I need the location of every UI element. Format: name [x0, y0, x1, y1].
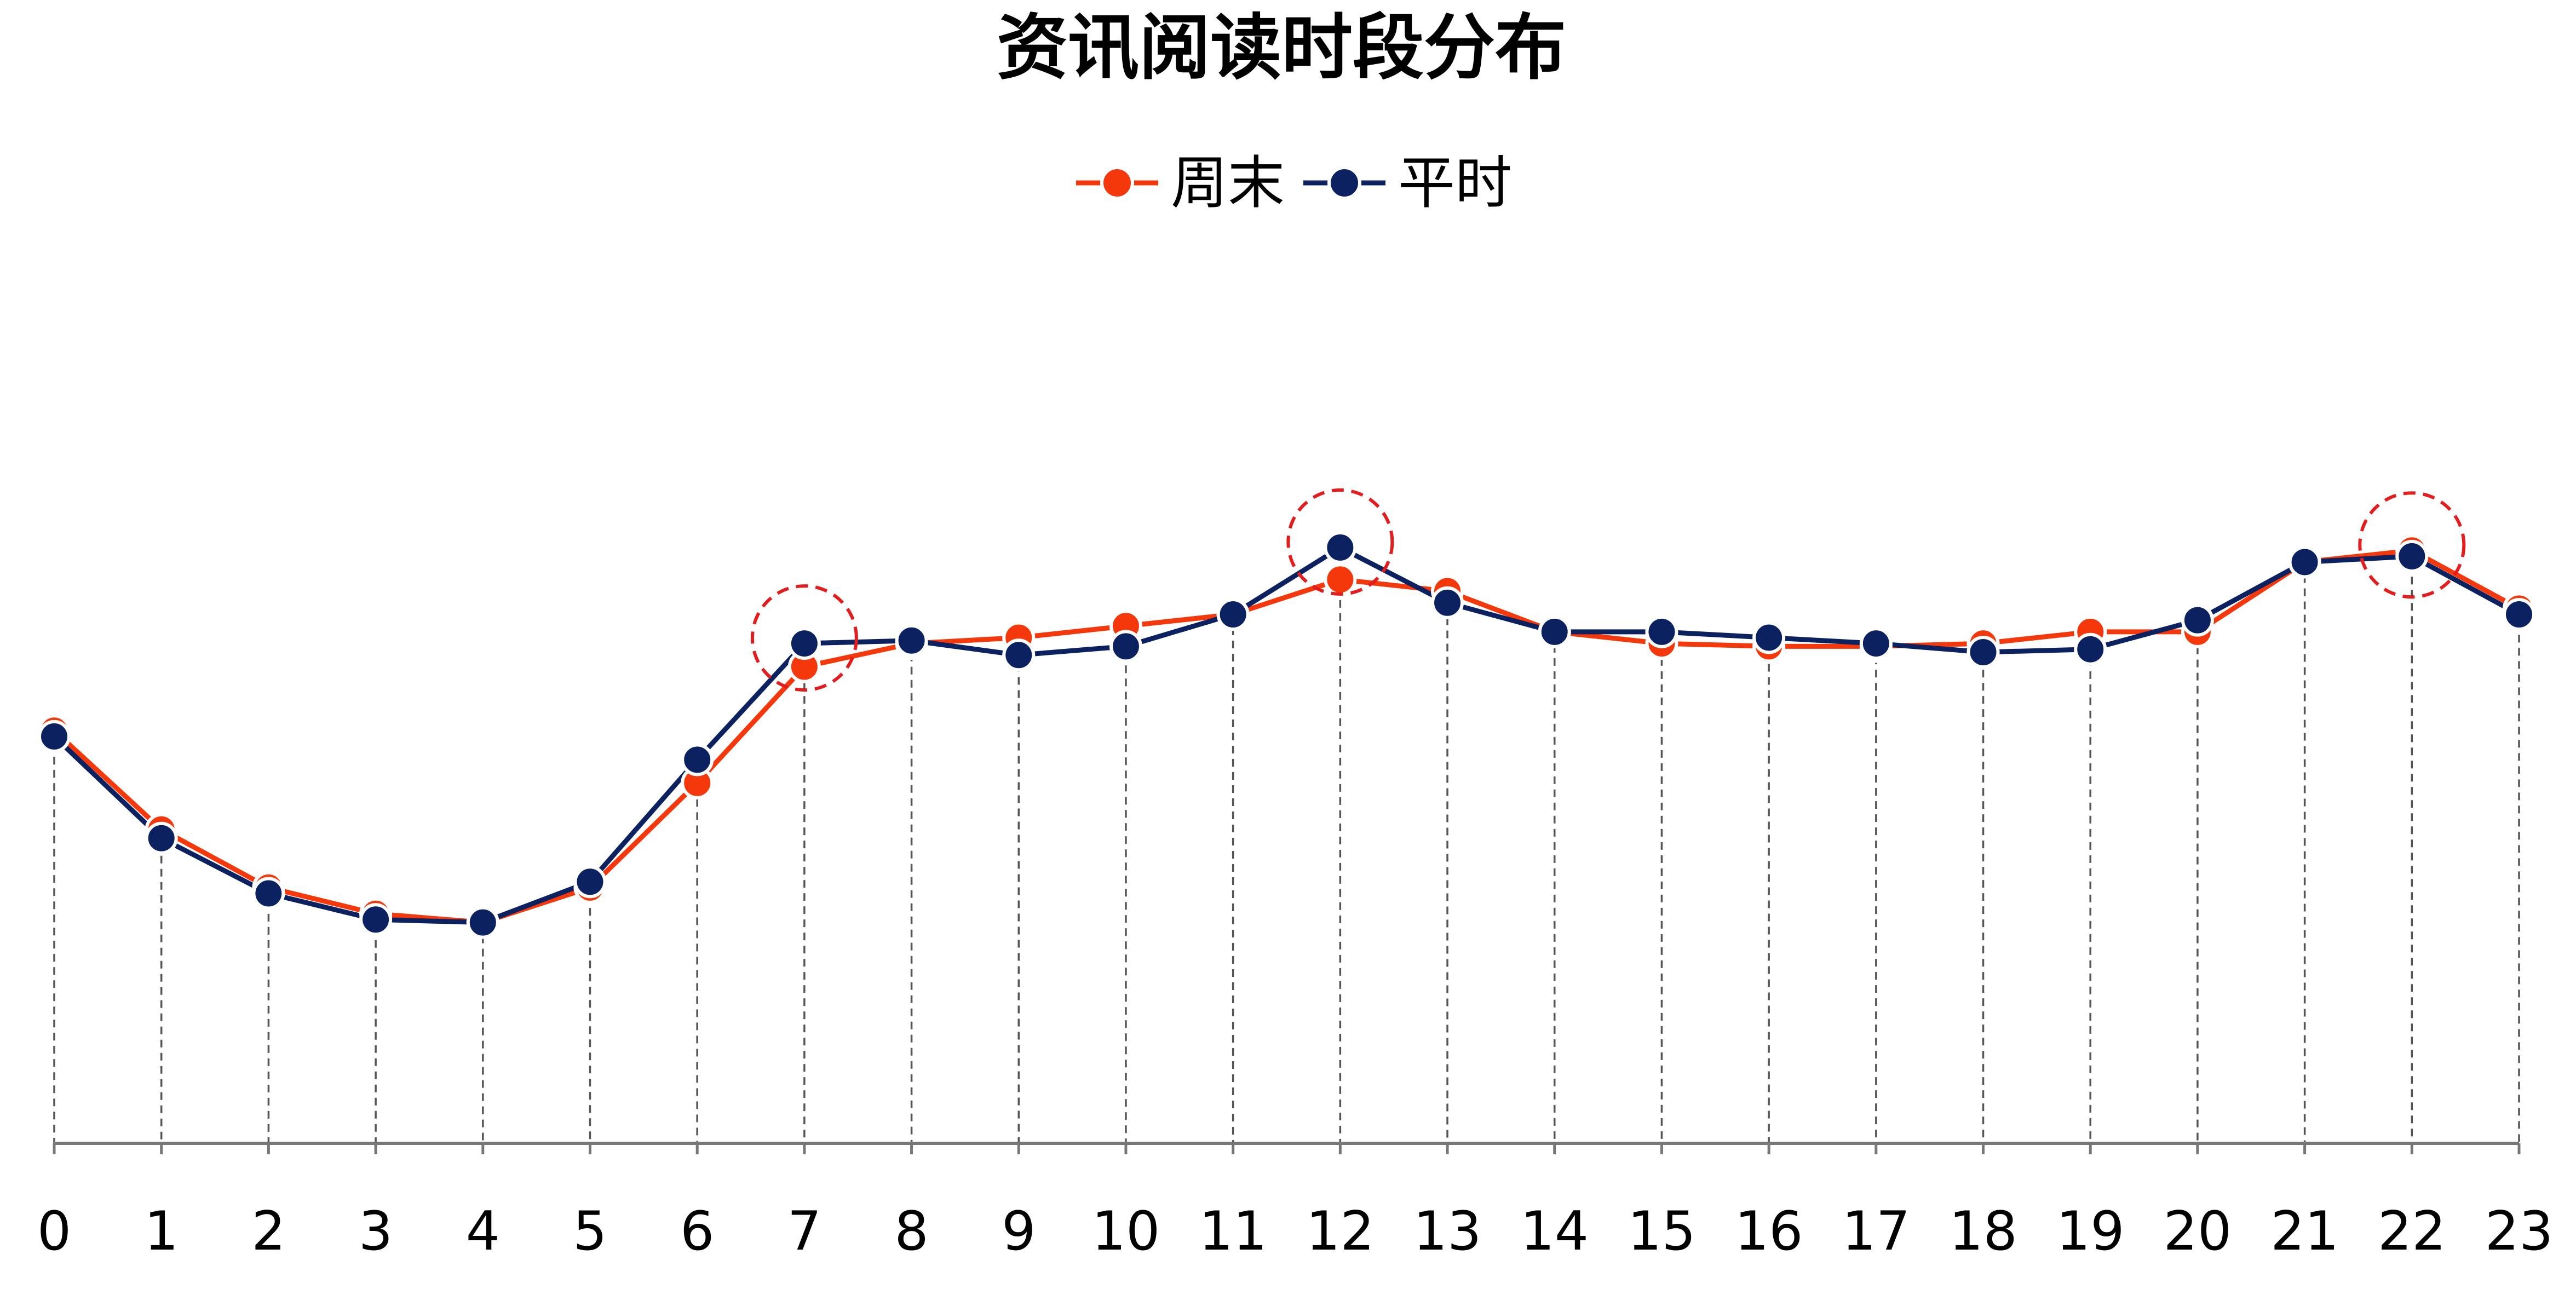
- point-series1-4: [466, 906, 499, 939]
- point-series0-12: [1324, 563, 1357, 596]
- x-tick-label-13: 13: [1413, 1200, 1482, 1263]
- point-series1-20: [2181, 603, 2214, 637]
- x-tick-label-9: 9: [1002, 1200, 1036, 1263]
- highlight-circles: [750, 488, 2466, 692]
- x-axis-ticks: [53, 1143, 2521, 1154]
- x-tick-label-14: 14: [1520, 1200, 1589, 1263]
- point-series1-5: [573, 865, 607, 899]
- series-points: [38, 531, 2535, 939]
- x-tick-label-15: 15: [1628, 1200, 1696, 1263]
- point-series1-19: [2074, 632, 2107, 666]
- legend-marker-weekday: [1327, 166, 1361, 200]
- series-line-0: [51, 548, 2522, 925]
- legend-marker-weekend: [1100, 166, 1134, 200]
- point-series1-2: [252, 877, 285, 910]
- highlight-circle-7: [750, 584, 858, 692]
- x-tick-label-12: 12: [1306, 1200, 1375, 1263]
- point-series1-12: [1324, 531, 1357, 564]
- x-tick-label-21: 21: [2270, 1200, 2339, 1263]
- x-tick-label-7: 7: [787, 1200, 821, 1263]
- legend-label-weekend: 周末: [1171, 149, 1285, 216]
- point-series1-6: [681, 743, 714, 776]
- series-lines: [51, 545, 2522, 925]
- point-series1-7: [787, 627, 821, 660]
- point-series1-0: [38, 720, 71, 753]
- point-series1-16: [1752, 621, 1786, 654]
- x-tick-label-11: 11: [1199, 1200, 1267, 1263]
- x-tick-label-23: 23: [2485, 1200, 2554, 1263]
- series-line-1: [51, 545, 2522, 925]
- point-series1-23: [2503, 598, 2535, 631]
- point-series1-3: [359, 903, 393, 936]
- x-tick-label-1: 1: [145, 1200, 179, 1263]
- point-series1-1: [145, 821, 178, 855]
- x-tick-label-17: 17: [1842, 1200, 1910, 1263]
- legend-label-weekday: 平时: [1398, 149, 1512, 216]
- point-series1-22: [2395, 539, 2429, 573]
- x-axis-tick-labels: 0 1 2 3 4 5 6 7 8 9 10 11 12 13 14 15 16 17 18 19 20 21 22 23: [37, 1200, 2554, 1263]
- point-series1-21: [2288, 545, 2321, 579]
- point-series1-18: [1967, 636, 2000, 669]
- legend-item-weekend: 周末: [1076, 149, 1285, 216]
- point-series1-17: [1859, 627, 1893, 660]
- point-series1-14: [1538, 615, 1571, 648]
- x-tick-label-19: 19: [2056, 1200, 2125, 1263]
- point-series1-9: [1002, 638, 1036, 672]
- x-tick-label-2: 2: [251, 1200, 285, 1263]
- x-tick-label-20: 20: [2164, 1200, 2232, 1263]
- legend-item-weekday: 平时: [1303, 149, 1512, 216]
- point-series1-11: [1216, 598, 1250, 631]
- x-tick-label-16: 16: [1735, 1200, 1803, 1263]
- x-tick-label-5: 5: [573, 1200, 607, 1263]
- point-series1-15: [1645, 615, 1678, 648]
- droplines: [53, 547, 2520, 1143]
- x-tick-label-3: 3: [359, 1200, 393, 1263]
- point-series1-13: [1431, 586, 1464, 619]
- x-tick-label-18: 18: [1949, 1200, 2017, 1263]
- legend: 周末 平时: [1076, 149, 1512, 216]
- x-tick-label-22: 22: [2378, 1200, 2446, 1263]
- x-tick-label-4: 4: [466, 1200, 500, 1263]
- point-series1-8: [895, 624, 928, 657]
- highlight-circle-12: [1286, 488, 1394, 596]
- x-tick-label-10: 10: [1092, 1200, 1160, 1263]
- x-tick-label-8: 8: [894, 1200, 928, 1263]
- x-tick-label-0: 0: [37, 1200, 71, 1263]
- point-series1-10: [1109, 630, 1142, 663]
- highlight-circle-22: [2358, 491, 2466, 599]
- x-tick-label-6: 6: [680, 1200, 714, 1263]
- chart-title: 资讯阅读时段分布: [997, 6, 1566, 89]
